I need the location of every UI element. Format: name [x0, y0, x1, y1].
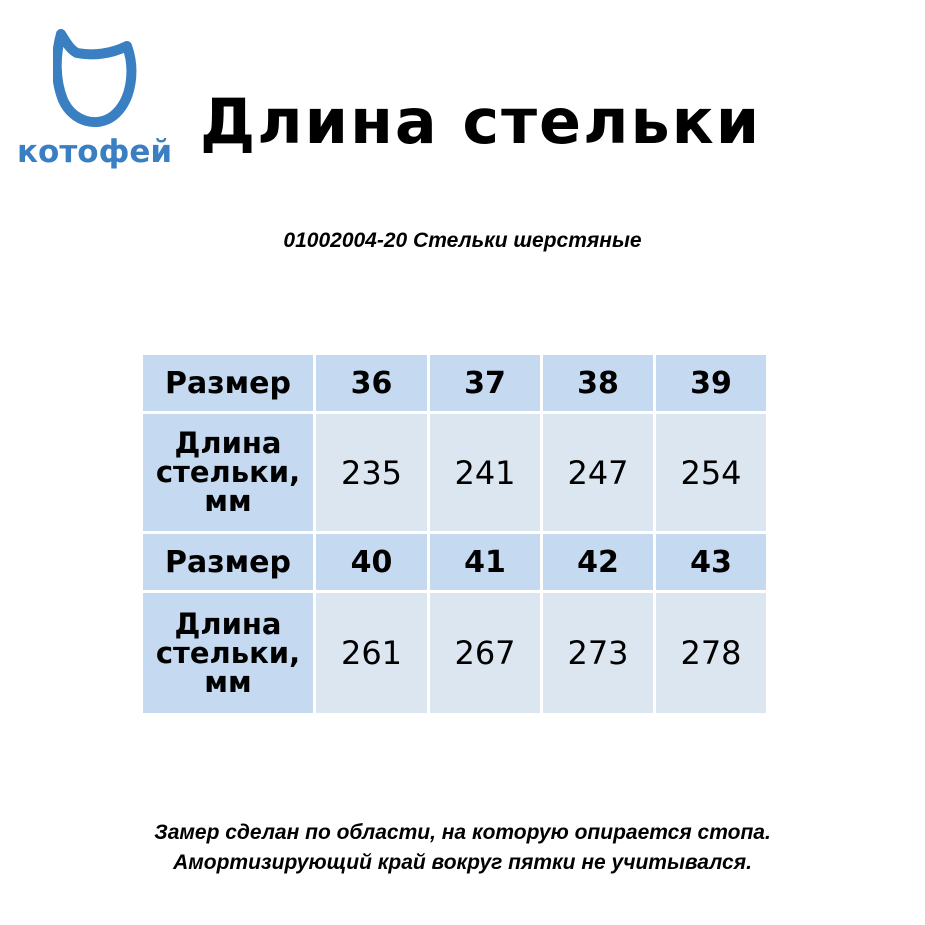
length-cell: 261 — [316, 593, 427, 713]
length-label-line: стельки, — [155, 635, 301, 670]
brand-logo: котофей — [15, 28, 175, 170]
length-cell: 267 — [430, 593, 540, 713]
size-cell: 39 — [656, 355, 766, 411]
note-line: Амортизирующий край вокруг пятки не учит… — [173, 851, 752, 874]
size-cell: 41 — [430, 534, 540, 590]
size-cell: 37 — [430, 355, 540, 411]
length-label-line: мм — [204, 664, 252, 699]
size-table: Размер 36 37 38 39 Длина стельки, мм 235… — [143, 355, 766, 713]
size-label: Размер — [143, 534, 313, 590]
length-cell: 247 — [543, 414, 653, 531]
page-title: Длина стельки — [200, 85, 762, 158]
measurement-note: Замер сделан по области, на которую опир… — [0, 818, 925, 878]
length-cell: 235 — [316, 414, 427, 531]
size-cell: 36 — [316, 355, 427, 411]
length-label: Длина стельки, мм — [143, 414, 313, 531]
length-cell: 254 — [656, 414, 766, 531]
length-label-line: Длина — [174, 606, 282, 641]
size-cell: 42 — [543, 534, 653, 590]
size-cell: 40 — [316, 534, 427, 590]
length-cell: 273 — [543, 593, 653, 713]
product-subtitle: 01002004-20 Стельки шерстяные — [283, 229, 642, 252]
length-label: Длина стельки, мм — [143, 593, 313, 713]
length-label-line: стельки, — [155, 455, 301, 489]
size-cell: 43 — [656, 534, 766, 590]
brand-name: котофей — [17, 134, 173, 170]
length-cell: 278 — [656, 593, 766, 713]
size-cell: 38 — [543, 355, 653, 411]
cat-head-icon — [53, 29, 137, 128]
length-label-line: мм — [204, 484, 252, 518]
length-cell: 241 — [430, 414, 540, 531]
note-line: Замер сделан по области, на которую опир… — [154, 821, 771, 844]
length-label-line: Длина — [174, 426, 282, 460]
size-label: Размер — [143, 355, 313, 411]
